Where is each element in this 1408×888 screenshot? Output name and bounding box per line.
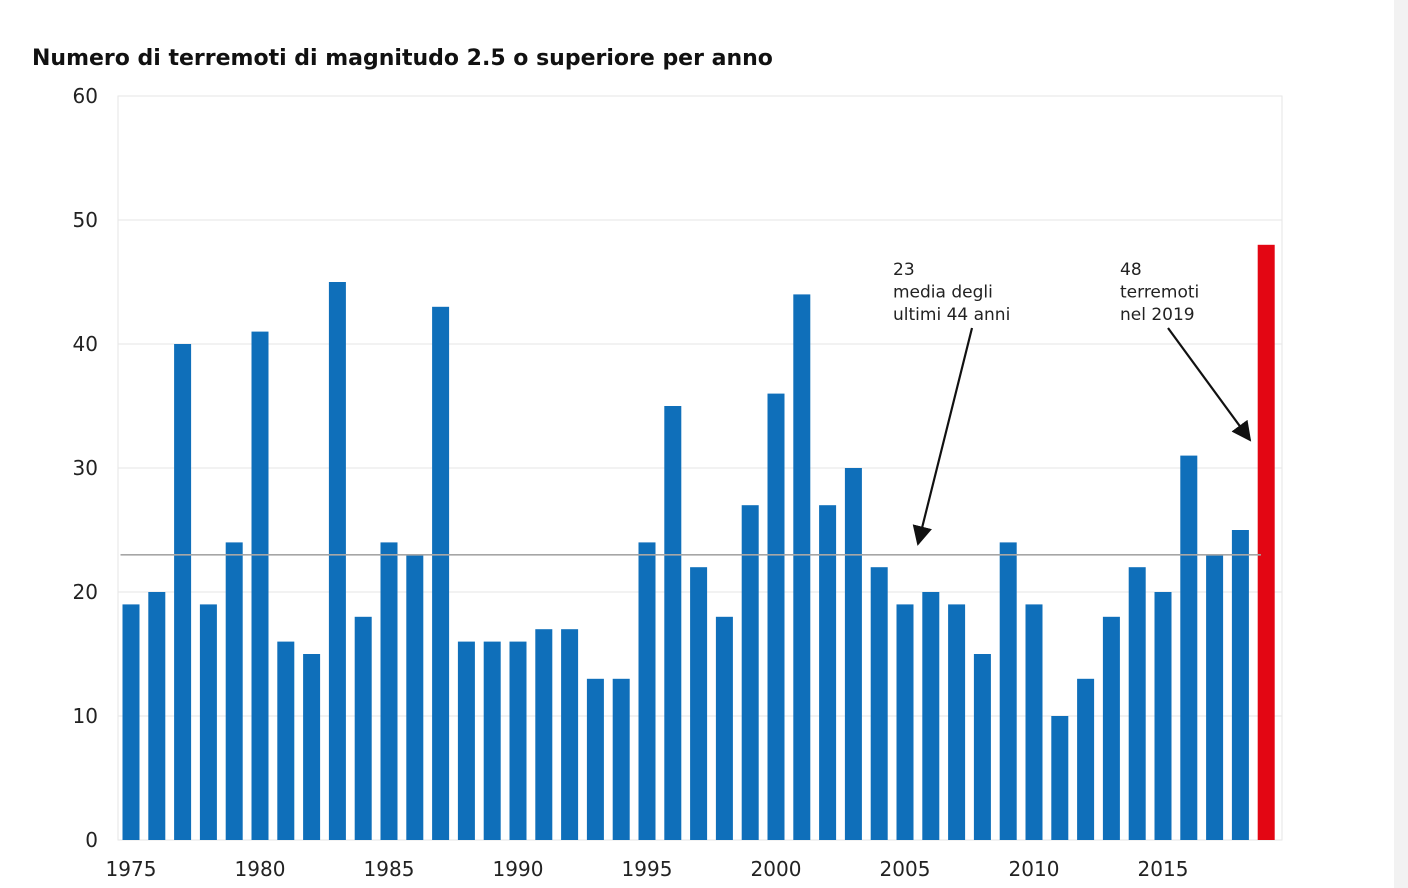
annotation-arrow — [912, 327, 974, 546]
bar — [199, 604, 217, 840]
bar — [767, 393, 785, 840]
bar — [328, 282, 346, 840]
bar — [303, 654, 321, 840]
bar — [406, 554, 424, 840]
annotation-text: 23 media degli ultimi 44 anni — [893, 260, 1010, 325]
bar — [225, 542, 243, 840]
y-tick-label: 0 — [85, 828, 98, 852]
bar — [948, 604, 966, 840]
y-tick-label: 20 — [73, 580, 98, 604]
bar — [277, 641, 295, 840]
annotation-text: 48 terremoti nel 2019 — [1120, 260, 1199, 325]
x-tick-label: 1975 — [106, 857, 157, 881]
x-tick-label: 1995 — [622, 857, 673, 881]
bar — [896, 604, 914, 840]
x-tick-label: 2010 — [1009, 857, 1060, 881]
bars — [122, 244, 1275, 841]
bar — [1231, 530, 1249, 840]
bar — [148, 592, 166, 840]
bar — [561, 629, 579, 840]
y-tick-label: 40 — [73, 332, 98, 356]
bar — [819, 505, 837, 840]
bar — [586, 678, 604, 840]
bar — [1102, 616, 1120, 840]
bar — [664, 406, 682, 840]
x-tick-label: 2015 — [1138, 857, 1189, 881]
bar — [251, 331, 269, 840]
y-tick-label: 10 — [73, 704, 98, 728]
bar — [715, 616, 733, 840]
x-tick-label: 2005 — [880, 857, 931, 881]
bar — [535, 629, 553, 840]
bar — [690, 567, 708, 840]
x-tick-label: 1985 — [364, 857, 415, 881]
y-axis-tick-labels: 0 10 20 30 40 50 60 — [73, 84, 98, 852]
bar — [122, 604, 140, 840]
bar — [922, 592, 940, 840]
bar — [999, 542, 1017, 840]
bar — [1154, 592, 1172, 840]
bar — [741, 505, 759, 840]
y-tick-label: 60 — [73, 84, 98, 108]
x-tick-label: 2000 — [751, 857, 802, 881]
bar — [457, 641, 475, 840]
bar — [870, 567, 888, 840]
bar — [638, 542, 656, 840]
bar — [483, 641, 501, 840]
y-tick-label: 30 — [73, 456, 98, 480]
x-axis-tick-labels: 1975 1980 1985 1990 1995 2000 2005 2010 2015 — [106, 857, 1189, 881]
x-tick-label: 1990 — [493, 857, 544, 881]
bar-highlight — [1257, 244, 1275, 841]
bar — [1051, 716, 1069, 840]
right-edge-strip — [1394, 0, 1408, 888]
bar — [1206, 554, 1224, 840]
chart-title: Numero di terremoti di magnitudo 2.5 o s… — [32, 46, 773, 71]
bar — [973, 654, 991, 840]
bar — [612, 678, 630, 840]
bar — [380, 542, 398, 840]
bar — [793, 294, 811, 840]
bar — [1077, 678, 1095, 840]
bar — [354, 616, 372, 840]
bar — [174, 344, 192, 840]
annotations: 23 media degli ultimi 44 anni 48 terremoti ne… — [893, 260, 1252, 546]
annotation-arrow — [1167, 327, 1252, 442]
bar — [1025, 604, 1043, 840]
bar — [1128, 567, 1146, 840]
bar — [844, 468, 862, 840]
x-tick-label: 1980 — [235, 857, 286, 881]
y-tick-label: 50 — [73, 208, 98, 232]
bar — [1180, 455, 1198, 840]
bar — [509, 641, 527, 840]
bar — [432, 306, 450, 840]
